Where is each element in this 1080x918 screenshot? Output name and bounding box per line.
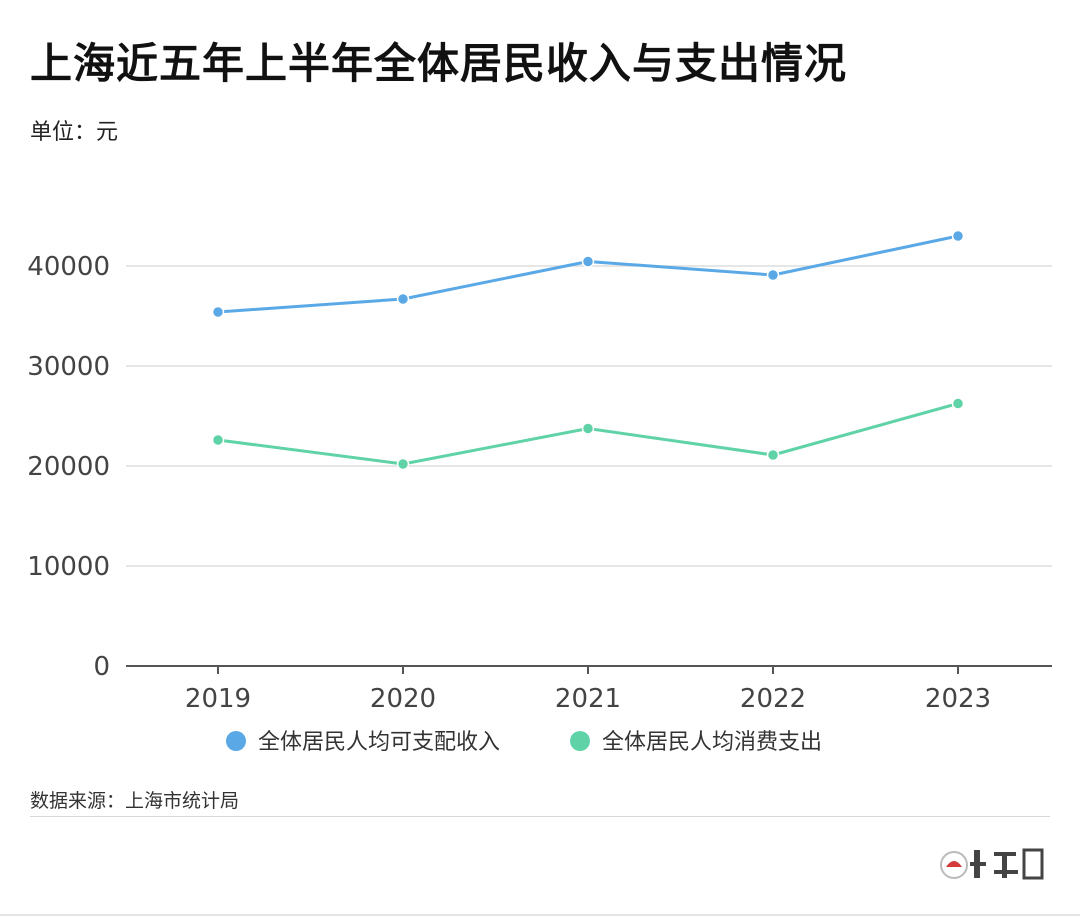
data-point (396, 292, 410, 306)
y-tick-label: 10000 (27, 552, 110, 582)
line-chart: 0 10000 20000 30000 40000 2019 2020 2021 2022 202… (27, 229, 1052, 755)
data-point (211, 305, 225, 319)
legend-label: 全体居民人均消费支出 (602, 730, 822, 755)
data-point (951, 397, 965, 410)
y-tick-label: 0 (93, 652, 110, 682)
data-source: 数据来源：上海市统计局 (30, 790, 240, 812)
y-tick-label: 40000 (27, 252, 110, 282)
data-point (951, 229, 965, 243)
data-point (211, 433, 225, 447)
data-point (766, 448, 780, 462)
series-line-1 (217, 234, 959, 314)
series-lines (211, 229, 965, 471)
legend: 全体居民人均可支配收入 全体居民人均消费支出 (226, 730, 822, 755)
legend-label: 全体居民人均可支配收入 (258, 730, 500, 755)
y-tick-label: 30000 (27, 352, 110, 382)
unit-label: 单位：元 (30, 120, 119, 145)
data-point (766, 268, 780, 282)
y-tick-label: 20000 (27, 452, 110, 482)
axes: 0 10000 20000 30000 40000 2019 2020 2021 2022 202… (27, 252, 1052, 714)
watermark-logo (940, 848, 1044, 880)
x-tick-label: 2023 (925, 684, 991, 714)
x-tick-label: 2020 (370, 684, 436, 714)
chart-title: 上海近五年上半年全体居民收入与支出情况 (30, 39, 848, 88)
bottom-border (0, 914, 1080, 916)
x-tick-label: 2022 (740, 684, 806, 714)
legend-marker (570, 731, 590, 751)
x-tick-label: 2021 (555, 684, 621, 714)
legend-marker (226, 731, 246, 751)
x-tick-label: 2019 (185, 684, 251, 714)
source-divider (30, 816, 1050, 817)
data-point (581, 255, 595, 268)
data-point (396, 457, 410, 471)
data-point (581, 422, 595, 435)
